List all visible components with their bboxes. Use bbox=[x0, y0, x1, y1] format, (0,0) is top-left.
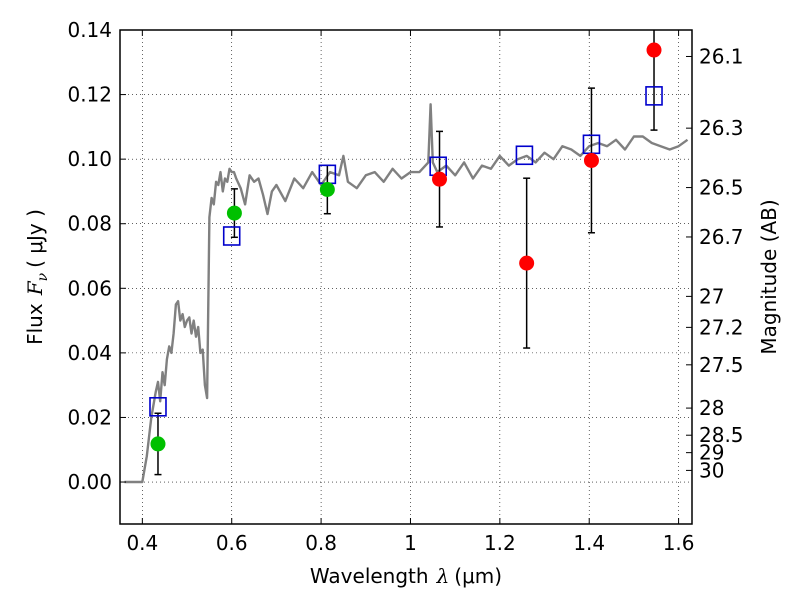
sed-model-line bbox=[124, 103, 689, 484]
observed-point-red bbox=[432, 171, 448, 187]
model-bandpass-marker bbox=[149, 396, 167, 417]
x-tick-label: 0.4 bbox=[126, 531, 158, 555]
grid-lines bbox=[120, 29, 692, 524]
data-points bbox=[149, 42, 663, 452]
x-axis-ticks: 0.4 0.6 0.8 1 1.2 1.4 1.6 bbox=[126, 30, 695, 555]
y-tick-label: 0.00 bbox=[67, 470, 112, 494]
y2-tick-label: 27.5 bbox=[699, 353, 744, 377]
x-tick-label: 1.4 bbox=[573, 531, 605, 555]
y-tick-label: 0.10 bbox=[67, 147, 112, 171]
y2-tick-label: 27.2 bbox=[699, 315, 744, 339]
y-tick-label: 0.02 bbox=[67, 405, 112, 429]
y2-tick-label: 29 bbox=[699, 441, 724, 465]
model-bandpass-marker bbox=[515, 145, 534, 166]
y-tick-label: 0.12 bbox=[67, 83, 112, 107]
y-tick-label: 0.14 bbox=[67, 18, 112, 42]
y-axis-ticks: 0.00 0.02 0.04 0.06 0.08 0.10 0.12 0.14 bbox=[67, 18, 126, 494]
x-tick-label: 1.6 bbox=[663, 531, 695, 555]
y2-tick-label: 26.3 bbox=[699, 116, 744, 140]
y2-tick-label: 26.5 bbox=[699, 176, 744, 200]
x-axis-label: Wavelength λ (μm) bbox=[310, 564, 502, 588]
observed-point-red bbox=[583, 152, 599, 168]
observed-point-green bbox=[150, 436, 166, 452]
x-tick-label: 0.8 bbox=[305, 531, 337, 555]
y2-tick-label: 28 bbox=[699, 396, 724, 420]
y2-tick-label: 26.7 bbox=[699, 225, 744, 249]
x-tick-label: 1.2 bbox=[484, 531, 516, 555]
observed-point-green bbox=[226, 205, 242, 221]
plot-frame bbox=[119, 29, 693, 525]
y-tick-label: 0.06 bbox=[67, 276, 112, 300]
observed-point-green bbox=[319, 182, 335, 198]
y2-axis-label: Magnitude (AB) bbox=[757, 199, 781, 354]
sed-model-curve-group bbox=[124, 103, 689, 484]
y-tick-label: 0.08 bbox=[67, 212, 112, 236]
y2-tick-label: 26.1 bbox=[699, 44, 744, 68]
observed-point-red bbox=[519, 255, 535, 271]
x-tick-label: 0.6 bbox=[216, 531, 248, 555]
errorbars bbox=[154, 30, 658, 476]
y2-tick-label: 27 bbox=[699, 284, 724, 308]
y2-tick-label: 28.5 bbox=[699, 423, 744, 447]
observed-point-red bbox=[646, 42, 662, 58]
y2-tick-label: 30 bbox=[699, 458, 724, 482]
model-bandpass-marker bbox=[645, 86, 663, 106]
y-axis-label: FluxFν( μJy ) bbox=[23, 209, 51, 345]
model-bandpass-marker bbox=[222, 226, 241, 246]
y-tick-label: 0.04 bbox=[67, 341, 112, 365]
x-tick-label: 1 bbox=[404, 531, 417, 555]
